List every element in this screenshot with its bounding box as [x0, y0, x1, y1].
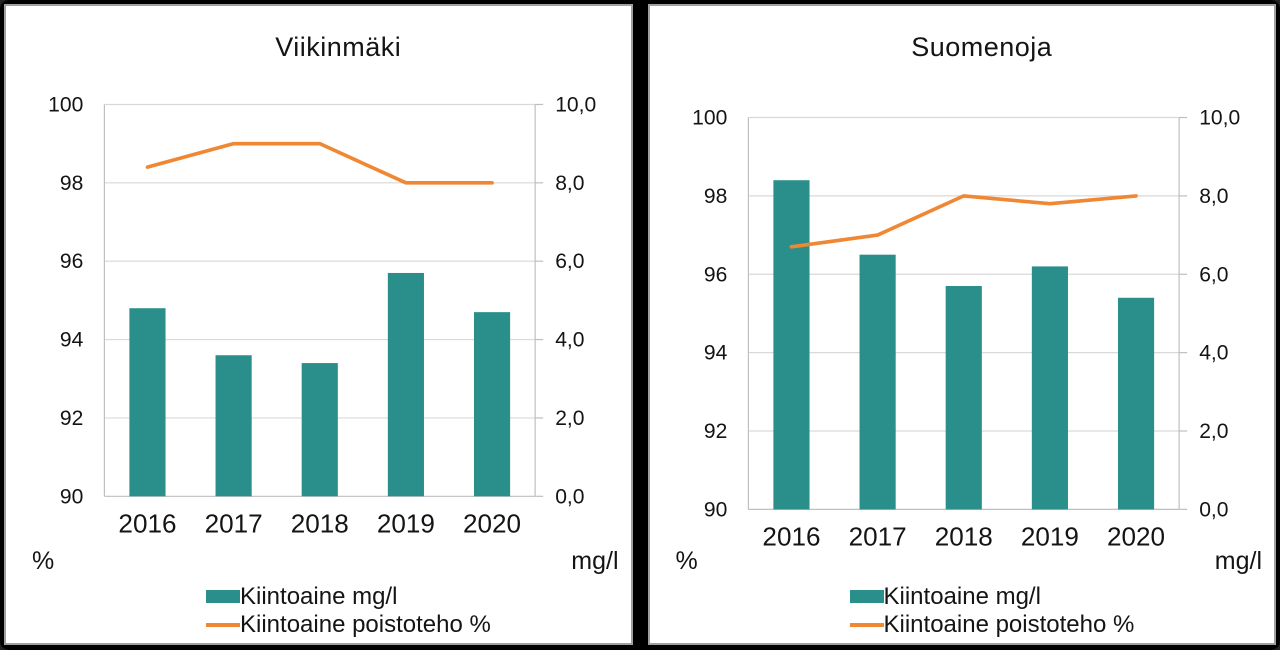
bar-series-swatch [206, 590, 240, 603]
left-axis-tick-label: 94 [60, 329, 84, 352]
left-axis-tick-label: 96 [703, 263, 726, 286]
category-label: 2019 [377, 508, 435, 538]
legend-label-bar-series: Kiintoaine mg/l [883, 582, 1041, 610]
left-axis-tick-label: 96 [60, 250, 83, 273]
right-axis-tick-label: 6,0 [1199, 263, 1228, 286]
viikinmaki-chart-panel: Viikinmäki 100 10,0 98 8,0 96 6,0 94 4,0 92 2,0 90… [4, 4, 633, 645]
bar-2019 [1031, 266, 1068, 510]
left-axis-tick-label: 100 [692, 107, 727, 130]
right-axis-tick-label: 10,0 [1199, 107, 1240, 130]
line-series-path [789, 194, 1138, 249]
right-axis-tick-label: 6,0 [555, 250, 584, 273]
bar-2016 [129, 308, 166, 497]
left-axis-tick-label: 98 [60, 172, 83, 195]
line-series-swatch [849, 622, 884, 627]
category-label: 2016 [118, 508, 176, 538]
bar-2020 [1117, 297, 1154, 510]
right-axis-tick-label: 2,0 [1199, 420, 1228, 443]
suomenoja-plot: 100 10,0 98 8,0 96 6,0 94 4,0 92 2,0 90 0,0 2016 2017… [692, 107, 1240, 552]
right-axis-tick-label: 2,0 [555, 407, 584, 430]
line-series-swatch [206, 622, 240, 627]
left-axis-unit-label: % [675, 547, 698, 575]
left-axis-unit-label: % [32, 547, 55, 575]
legend-label-bar-series: Kiintoaine mg/l [240, 582, 398, 610]
legend-item-line-series: Kiintoaine poistoteho % [206, 610, 491, 638]
bar-2018 [945, 286, 982, 510]
viikinmaki-plot: 100 10,0 98 8,0 96 6,0 94 4,0 92 2,0 90 0,0 2016 2017… [48, 93, 596, 538]
category-label: 2020 [463, 508, 521, 538]
chart-title: Viikinmäki [275, 32, 402, 62]
category-label: 2018 [291, 508, 349, 538]
right-axis-tick-label: 0,0 [555, 485, 584, 508]
left-axis-tick-label: 100 [48, 93, 83, 116]
legend-label-line-series: Kiintoaine poistoteho % [240, 610, 491, 638]
suomenoja-chart-panel: Suomenoja 100 10,0 98 8,0 96 6,0 94 4,0 92 2,0 90 0… [647, 4, 1276, 645]
category-label: 2019 [1020, 522, 1078, 552]
bar-series-swatch [849, 590, 884, 603]
category-label: 2016 [762, 522, 820, 552]
bar-2018 [301, 363, 338, 497]
left-axis-tick-label: 94 [703, 342, 727, 365]
right-axis-tick-label: 8,0 [1199, 185, 1228, 208]
category-label: 2020 [1107, 522, 1165, 552]
right-axis-tick-label: 4,0 [555, 329, 584, 352]
legend-item-bar-series: Kiintoaine mg/l [849, 582, 1135, 610]
legend-item-line-series: Kiintoaine poistoteho % [849, 610, 1135, 638]
bar-2017 [215, 355, 252, 497]
legend-item-bar-series: Kiintoaine mg/l [206, 582, 491, 610]
left-axis-tick-label: 98 [703, 185, 726, 208]
right-axis-tick-label: 10,0 [555, 93, 596, 116]
left-axis-tick-label: 92 [60, 407, 83, 430]
bar-2016 [772, 180, 810, 510]
bar-2019 [387, 272, 424, 497]
category-label: 2017 [205, 508, 263, 538]
legend: Kiintoaine mg/l Kiintoaine poistoteho % [206, 582, 491, 638]
right-axis-unit-label: mg/l [571, 547, 619, 575]
line-series-path [145, 141, 494, 185]
category-label: 2017 [848, 522, 906, 552]
left-axis-tick-label: 90 [60, 485, 83, 508]
right-axis-tick-label: 0,0 [1199, 498, 1228, 521]
right-axis-tick-label: 4,0 [1199, 342, 1228, 365]
bar-2020 [473, 312, 511, 497]
bar-2017 [859, 254, 896, 510]
left-axis-tick-label: 92 [703, 420, 726, 443]
legend: Kiintoaine mg/l Kiintoaine poistoteho % [849, 582, 1135, 638]
left-axis-tick-label: 90 [703, 498, 726, 521]
category-label: 2018 [934, 522, 992, 552]
chart-title: Suomenoja [911, 32, 1053, 62]
legend-label-line-series: Kiintoaine poistoteho % [883, 610, 1135, 638]
right-axis-tick-label: 8,0 [555, 172, 584, 195]
right-axis-unit-label: mg/l [1214, 547, 1262, 575]
